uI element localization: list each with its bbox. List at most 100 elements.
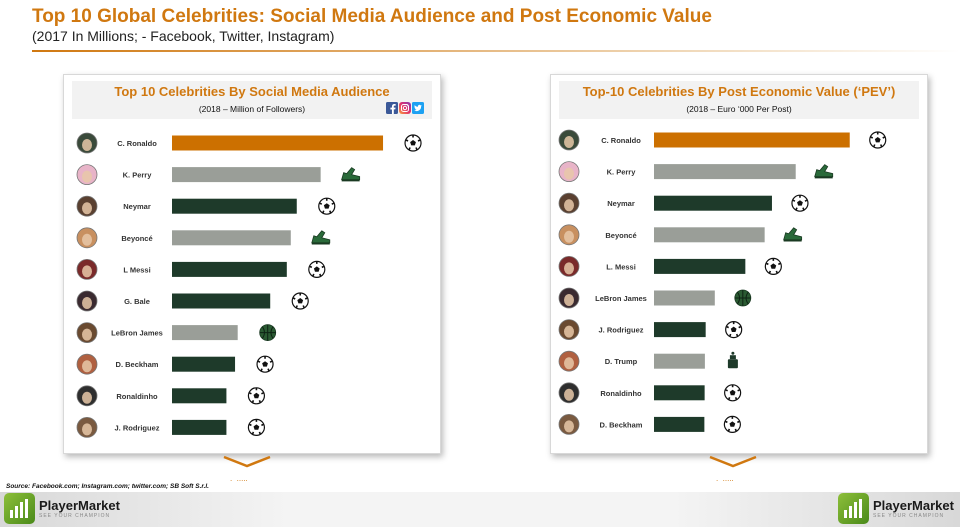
bar (172, 167, 321, 183)
bar-row: K. Perry (558, 161, 834, 182)
bar-row: LeBron James (558, 287, 752, 309)
chevron-down-icon (223, 455, 271, 468)
bar-row: L Messi (76, 258, 326, 280)
bar (172, 135, 384, 151)
bar-row: Neymar (76, 195, 336, 217)
bar (172, 198, 297, 214)
more-indicator: . ..... (230, 474, 248, 483)
page-title: Top 10 Global Celebrities: Social Media … (32, 6, 712, 27)
category-label: D. Beckham (116, 360, 159, 369)
bar-row: J. Rodriguez (558, 319, 743, 341)
bar (654, 416, 705, 432)
category-label: D. Beckham (600, 420, 643, 429)
chevron-down-icon (709, 455, 757, 468)
category-label: Beyoncé (121, 234, 152, 243)
soccer-ball-icon (247, 418, 266, 436)
category-label: J. Rodriguez (598, 326, 643, 335)
avatar (558, 319, 580, 341)
avatar (558, 287, 580, 309)
brand-name: PlayerMarket (39, 497, 120, 513)
category-label: G. Bale (124, 297, 150, 306)
bar (172, 388, 227, 404)
avatar (76, 227, 98, 249)
bar-row: D. Beckham (76, 353, 274, 375)
pev-chart-panel: Top-10 Celebrities By Post Economic Valu… (550, 74, 928, 454)
bar-row: Neymar (558, 192, 809, 214)
bar-row: L. Messi (558, 255, 782, 277)
header-rule (32, 50, 960, 52)
avatar (76, 353, 98, 375)
podium-icon (727, 351, 738, 369)
audience-chart-subtitle: (2018 – Million of Followers) (198, 104, 306, 114)
bar-row: G. Bale (76, 290, 309, 312)
bar-row: D. Trump (558, 350, 738, 372)
category-label: L. Messi (606, 262, 636, 271)
bar (172, 419, 227, 435)
category-label: LeBron James (111, 329, 163, 338)
facebook-icon (386, 102, 398, 114)
avatar (76, 290, 98, 312)
bar-row: Ronaldinho (558, 382, 742, 404)
bar (654, 290, 715, 306)
bar (654, 132, 850, 148)
category-label: C. Ronaldo (601, 136, 641, 145)
bar (654, 322, 706, 338)
category-label: Neymar (607, 199, 635, 208)
bar (654, 227, 765, 243)
soccer-ball-icon (724, 384, 742, 402)
shoe-icon (814, 164, 834, 179)
player-market-logo-icon (838, 493, 869, 524)
social-icons (386, 102, 424, 114)
soccer-ball-icon (725, 321, 743, 339)
bar (654, 385, 705, 401)
brand-logo[interactable]: PlayerMarket SEE YOUR CHAMPION (4, 493, 120, 524)
category-label: J. Rodriguez (114, 423, 159, 432)
avatar (76, 322, 98, 344)
shoe-icon (783, 227, 803, 242)
bar-row: LeBron James (76, 322, 277, 344)
soccer-ball-icon (404, 134, 422, 152)
category-label: C. Ronaldo (117, 139, 157, 148)
soccer-ball-icon (764, 257, 782, 275)
bar-row: Beyoncé (558, 224, 803, 246)
bar-row: D. Beckham (558, 413, 741, 435)
soccer-ball-icon (791, 194, 809, 212)
category-label: Neymar (123, 202, 151, 211)
source-note: Source: Facebook.com; Instagram.com; twi… (6, 483, 209, 490)
avatar (76, 164, 98, 185)
avatar (558, 255, 580, 277)
avatar (76, 195, 98, 217)
audience-chart-header: Top 10 Celebrities By Social Media Audie… (72, 81, 432, 119)
bar (654, 353, 705, 369)
category-label: Ronaldinho (116, 392, 158, 401)
bar (172, 293, 271, 309)
soccer-ball-icon (869, 131, 887, 149)
brand-logo[interactable]: PlayerMarket SEE YOUR CHAMPION (838, 493, 954, 524)
player-market-logo-icon (4, 493, 35, 524)
soccer-ball-icon (723, 415, 741, 433)
brand-tagline: SEE YOUR CHAMPION (39, 512, 111, 519)
pev-chart-title: Top-10 Celebrities By Post Economic Valu… (582, 84, 896, 99)
more-indicator: . ..... (716, 474, 734, 483)
page-subtitle: (2017 In Millions; - Facebook, Twitter, … (32, 28, 335, 44)
basketball-icon (734, 289, 752, 307)
pev-chart-subtitle: (2018 – Euro ‘000 Per Post) (686, 104, 792, 114)
bar-row: C. Ronaldo (76, 132, 422, 154)
pev-chart-header: Top-10 Celebrities By Post Economic Valu… (559, 81, 919, 119)
bar (654, 195, 772, 211)
audience-bar-chart: C. Ronaldo K. Perry Neymar Beyoncé L Messi G.… (76, 132, 422, 438)
avatar (558, 224, 580, 246)
bar-row: Ronaldinho (76, 385, 266, 407)
bar (172, 230, 291, 246)
bar (654, 258, 746, 274)
avatar (558, 413, 580, 435)
avatar (76, 416, 98, 438)
avatar (558, 129, 580, 151)
avatar (76, 132, 98, 154)
soccer-ball-icon (247, 387, 266, 405)
audience-chart-title: Top 10 Celebrities By Social Media Audie… (114, 84, 390, 99)
soccer-ball-icon (308, 260, 326, 278)
category-label: LeBron James (595, 294, 647, 303)
bar-row: C. Ronaldo (558, 129, 887, 151)
brand-tagline: SEE YOUR CHAMPION (873, 512, 945, 519)
